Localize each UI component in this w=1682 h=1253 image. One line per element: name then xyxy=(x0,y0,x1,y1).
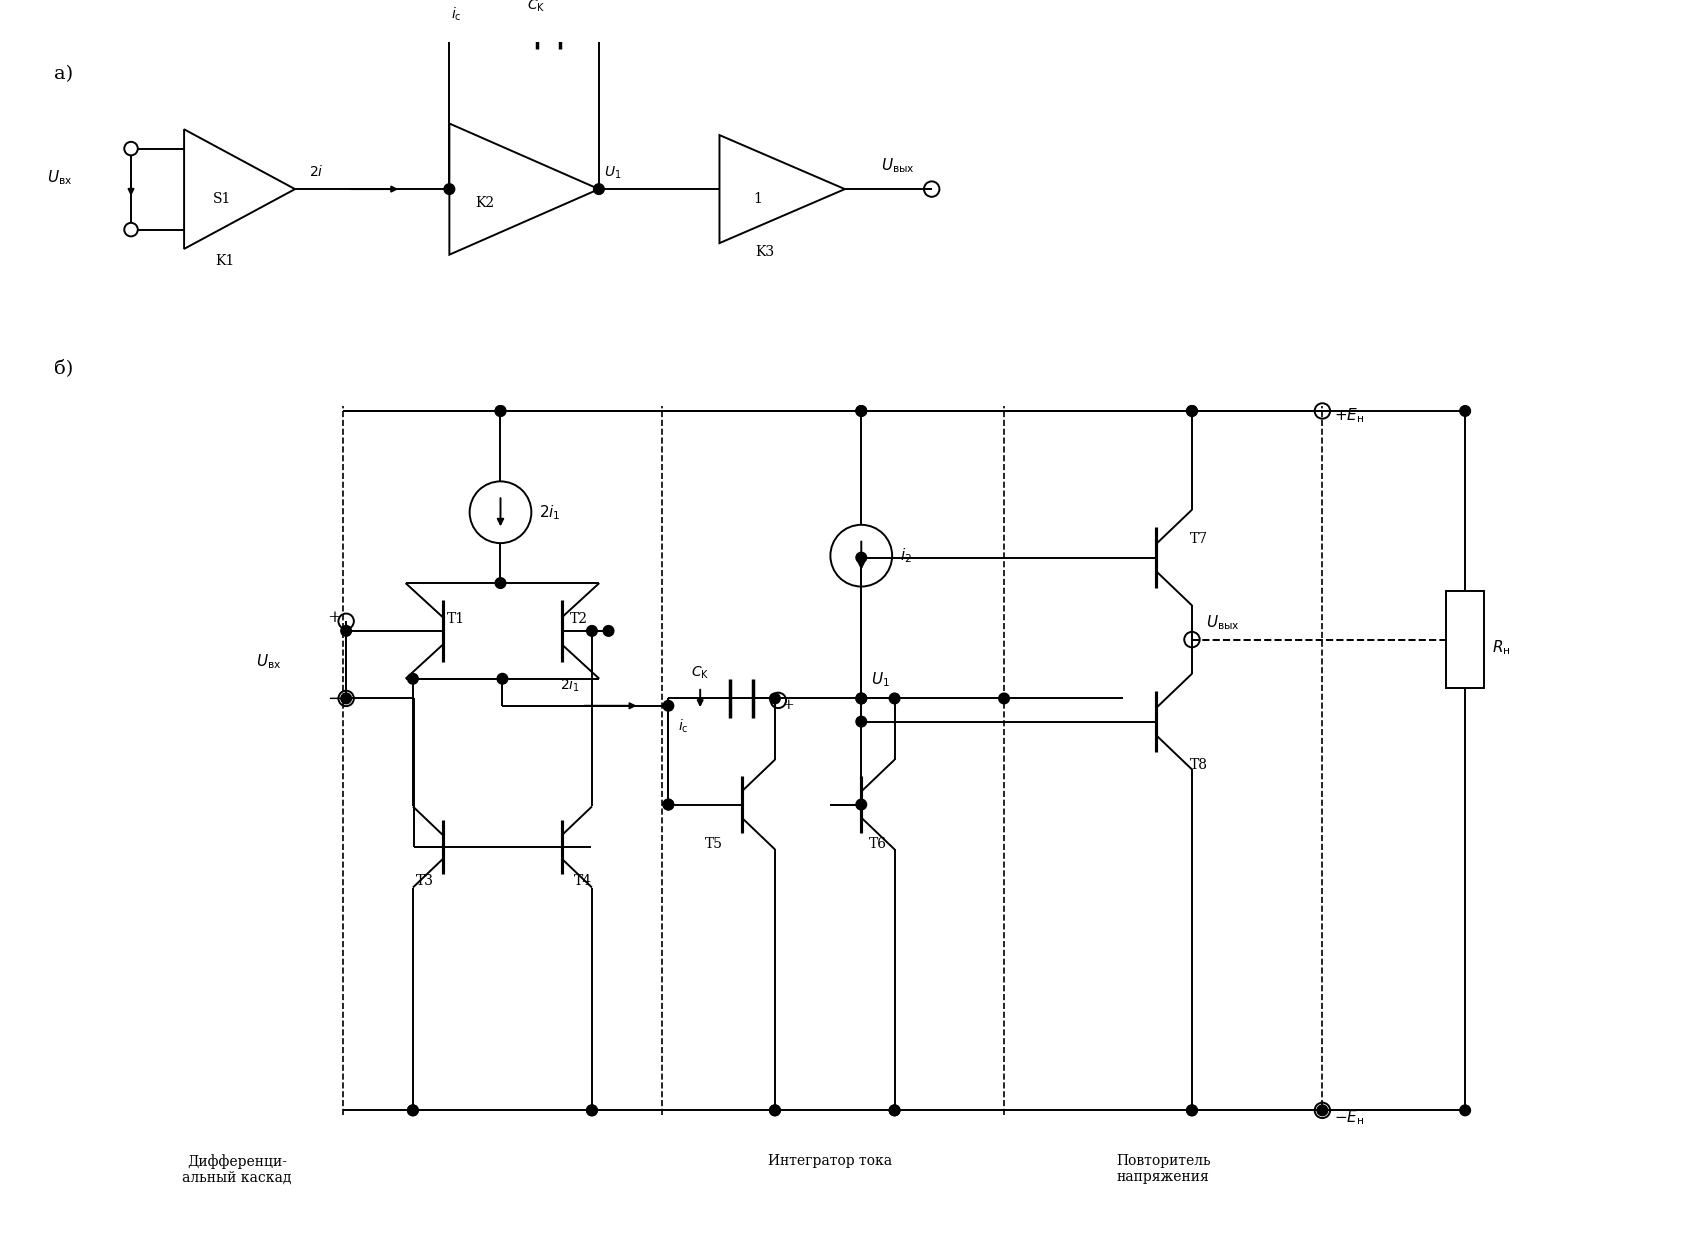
Text: Повторитель
напряжения: Повторитель напряжения xyxy=(1115,1154,1209,1184)
Circle shape xyxy=(496,673,508,684)
Circle shape xyxy=(663,799,673,809)
Circle shape xyxy=(587,1105,597,1115)
Text: 1: 1 xyxy=(754,193,762,207)
Text: $-E_{\rm н}$: $-E_{\rm н}$ xyxy=(1334,1109,1364,1128)
Text: Дифференци-
альный каскад: Дифференци- альный каскад xyxy=(182,1154,291,1185)
Text: а): а) xyxy=(54,65,72,83)
Circle shape xyxy=(769,693,780,704)
Text: T7: T7 xyxy=(1189,533,1208,546)
Circle shape xyxy=(1186,406,1196,416)
Circle shape xyxy=(407,1105,417,1115)
Circle shape xyxy=(856,553,866,563)
Circle shape xyxy=(1186,1105,1196,1115)
Circle shape xyxy=(888,693,900,704)
Text: S1: S1 xyxy=(214,193,230,207)
Text: $i_{\rm c}$: $i_{\rm c}$ xyxy=(678,718,688,736)
Circle shape xyxy=(495,578,506,589)
Text: T5: T5 xyxy=(705,837,723,851)
Circle shape xyxy=(856,799,866,809)
Circle shape xyxy=(594,184,604,194)
Text: $U_{\rm вых}$: $U_{\rm вых}$ xyxy=(1206,613,1240,632)
Text: T3: T3 xyxy=(415,873,434,887)
Text: +: + xyxy=(326,609,340,626)
Circle shape xyxy=(1186,1105,1196,1115)
Circle shape xyxy=(1458,1105,1470,1115)
Text: T6: T6 xyxy=(868,837,886,851)
Circle shape xyxy=(587,1105,597,1115)
Text: $2i$: $2i$ xyxy=(309,164,325,179)
Circle shape xyxy=(888,1105,900,1115)
Circle shape xyxy=(769,1105,780,1115)
Text: $i_2$: $i_2$ xyxy=(900,546,912,565)
Text: +: + xyxy=(782,698,794,712)
Circle shape xyxy=(856,717,866,727)
Text: б): б) xyxy=(54,360,72,377)
Text: $2i_1$: $2i_1$ xyxy=(560,677,580,694)
Circle shape xyxy=(341,625,352,637)
Circle shape xyxy=(663,700,673,710)
Circle shape xyxy=(856,406,866,416)
Circle shape xyxy=(1186,406,1196,416)
Circle shape xyxy=(407,673,417,684)
Text: K2: K2 xyxy=(474,197,495,211)
Circle shape xyxy=(444,184,454,194)
Circle shape xyxy=(602,625,614,637)
Text: $2i_1$: $2i_1$ xyxy=(538,502,560,521)
Text: $+E_{\rm н}$: $+E_{\rm н}$ xyxy=(1334,406,1364,425)
Circle shape xyxy=(495,406,506,416)
Text: Интегратор тока: Интегратор тока xyxy=(769,1154,891,1168)
Circle shape xyxy=(341,693,352,704)
Circle shape xyxy=(663,799,673,809)
Text: T8: T8 xyxy=(1189,758,1208,772)
Circle shape xyxy=(769,1105,780,1115)
Circle shape xyxy=(856,693,866,704)
Circle shape xyxy=(856,406,866,416)
Text: $U_1$: $U_1$ xyxy=(604,165,621,182)
Text: T2: T2 xyxy=(570,611,587,626)
Circle shape xyxy=(856,693,866,704)
Text: K1: K1 xyxy=(215,254,234,268)
Text: $R_{\rm н}$: $R_{\rm н}$ xyxy=(1492,638,1510,657)
Text: $U_{\rm вх}$: $U_{\rm вх}$ xyxy=(47,168,72,187)
Text: −: − xyxy=(326,690,341,708)
Text: $C_{\rm K}$: $C_{\rm K}$ xyxy=(526,0,545,14)
Text: T1: T1 xyxy=(446,611,464,626)
Text: K3: K3 xyxy=(755,244,774,258)
Circle shape xyxy=(1317,1105,1327,1115)
Circle shape xyxy=(495,406,506,416)
Circle shape xyxy=(407,1105,417,1115)
Text: $i_{\rm c}$: $i_{\rm c}$ xyxy=(451,6,461,23)
Text: $U_{\rm вых}$: $U_{\rm вых}$ xyxy=(880,155,913,174)
Circle shape xyxy=(1458,406,1470,416)
Text: T4: T4 xyxy=(574,873,592,887)
Text: $U_{\rm вх}$: $U_{\rm вх}$ xyxy=(256,653,281,672)
Circle shape xyxy=(888,1105,900,1115)
Text: $U_1$: $U_1$ xyxy=(870,670,890,689)
Text: $C_{\rm K}$: $C_{\rm K}$ xyxy=(691,664,710,682)
Circle shape xyxy=(587,625,597,637)
Circle shape xyxy=(997,693,1009,704)
Bar xyxy=(1445,591,1484,688)
